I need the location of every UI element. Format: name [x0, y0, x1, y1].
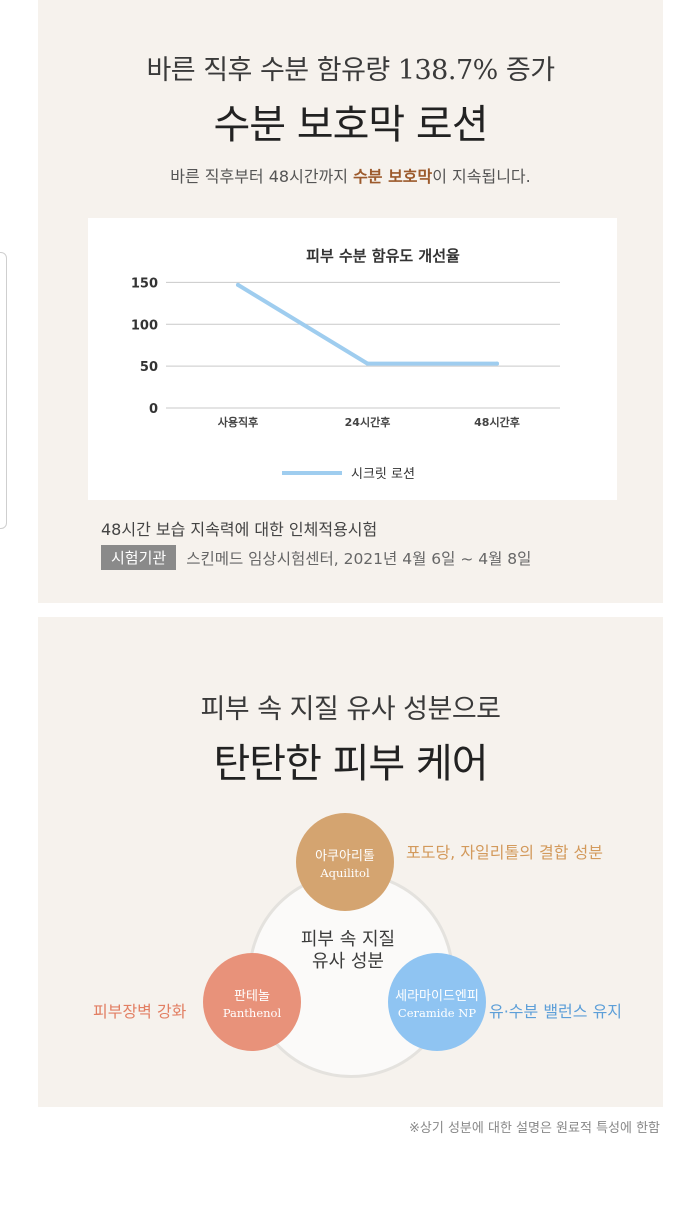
data-point — [236, 282, 240, 287]
test-info-row: 시험기관 스킨메드 임상시험센터, 2021년 4월 6일 ~ 4월 8일 — [101, 545, 531, 570]
y-tick-label: 0 — [149, 402, 158, 417]
description-text-end: 이 지속됩니다. — [432, 167, 531, 186]
test-info: 스킨메드 임상시험센터, 2021년 4월 6일 ~ 4월 8일 — [186, 549, 532, 568]
side-handle[interactable] — [0, 252, 7, 529]
chart-title: 피부 수분 함유도 개선율 — [306, 247, 460, 265]
x-tick-label: 24시간후 — [345, 415, 391, 429]
x-tick-label: 48시간후 — [474, 415, 520, 429]
y-tick-label: 100 — [131, 318, 158, 333]
section-subtitle: 바른 직후 수분 함유량 138.7% 증가 — [146, 55, 555, 86]
ingredient-ko: 판테놀 — [234, 988, 270, 1004]
ingredient-en: Aquilitol — [320, 865, 370, 880]
ingredient-ko: 아쿠아리톨 — [315, 848, 375, 864]
ingredient-circle-ceramide: 세라마이드엔피 Ceramide NP — [388, 953, 486, 1051]
ingredient-circle-aquilitol: 아쿠아리톨 Aquilitol — [296, 813, 394, 911]
ingredient-note-ceramide: 유·수분 밸런스 유지 — [489, 1002, 623, 1021]
ring-center-text: 피부 속 지질 유사 성분 — [278, 929, 418, 973]
test-title: 48시간 보습 지속력에 대한 인체적용시험 — [101, 520, 378, 539]
ring-center-line1: 피부 속 지질 — [300, 929, 396, 950]
test-badge: 시험기관 — [101, 545, 177, 570]
y-tick-label: 50 — [140, 360, 158, 375]
footnote: ※상기 성분에 대한 설명은 원료적 특성에 한함 — [409, 1121, 660, 1136]
section2-subtitle: 피부 속 지질 유사 성분으로 — [200, 694, 501, 725]
ingredient-ko: 세라마이드엔피 — [395, 988, 479, 1004]
ingredient-circle-panthenol: 판테놀 Panthenol — [203, 953, 301, 1051]
section-description: 바른 직후부터 48시간까지 수분 보호막이 지속됩니다. — [38, 163, 663, 187]
ingredient-en: Panthenol — [222, 1005, 282, 1020]
data-point — [365, 361, 370, 366]
description-highlight: 수분 보호막 — [353, 167, 433, 186]
section2-title: 탄탄한 피부 케어 — [213, 741, 488, 787]
legend-label: 시크릿 로션 — [351, 467, 415, 482]
x-tick-label: 사용직후 — [218, 415, 258, 429]
ingredient-en: Ceramide NP — [397, 1005, 477, 1020]
moisture-section: 바른 직후 수분 함유량 138.7% 증가 수분 보호막 로션 바른 직후부터… — [38, 0, 663, 603]
description-text: 바른 직후부터 48시간까지 — [170, 167, 354, 186]
ingredient-note-aquilitol: 포도당, 자일리톨의 결합 성분 — [406, 843, 603, 862]
data-point — [495, 361, 499, 366]
ingredient-note-panthenol: 피부장벽 강화 — [93, 1002, 187, 1021]
y-tick-label: 150 — [131, 276, 158, 291]
section-title: 수분 보호막 로션 — [213, 102, 488, 148]
line-chart: 피부 수분 함유도 개선율 0 50 100 150 사용직후 24시간후 48시간후시크릿 … — [131, 247, 560, 482]
ingredient-section: 피부 속 지질 유사 성분으로 탄탄한 피부 케어 피부 속 지질 유사 성분 … — [38, 617, 663, 1107]
ring-center-line2: 유사 성분 — [312, 951, 384, 972]
